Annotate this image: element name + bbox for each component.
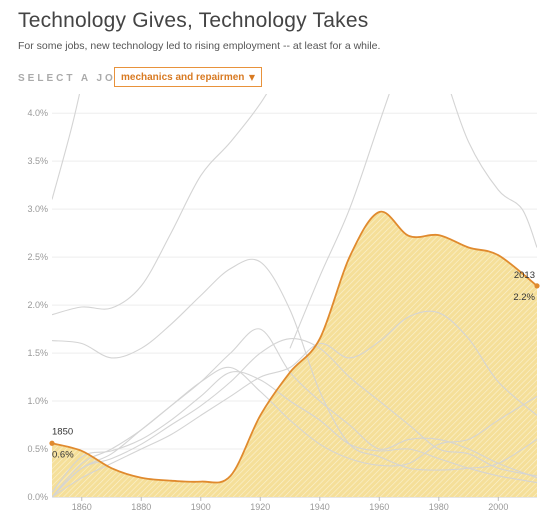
y-tick-label: 1.5% <box>27 348 48 358</box>
page-title: Technology Gives, Technology Takes <box>18 9 369 32</box>
y-tick-label: 2.5% <box>27 252 48 262</box>
highlight-area <box>52 211 537 497</box>
x-tick-label: 1880 <box>131 502 151 512</box>
x-tick-label: 1980 <box>429 502 449 512</box>
page-subtitle: For some jobs, new technology led to ris… <box>18 40 381 52</box>
y-tick-label: 0.5% <box>27 444 48 454</box>
x-tick-label: 1960 <box>369 502 389 512</box>
x-tick-label: 1920 <box>250 502 270 512</box>
background-series-line <box>450 94 537 248</box>
end-labels: 1850 0.6% 2013 2.2% <box>49 270 540 460</box>
job-selector-label: SELECT A JOB: <box>18 73 133 84</box>
chevron-down-icon: ▼ <box>248 73 255 82</box>
x-tick-label: 2000 <box>488 502 508 512</box>
end-year-label: 2013 <box>514 270 535 281</box>
start-point-marker <box>49 440 55 446</box>
x-tick-label: 1860 <box>72 502 92 512</box>
job-select-value: mechanics and repairmen <box>121 72 245 83</box>
y-tick-label: 1.0% <box>27 396 48 406</box>
y-tick-label: 2.0% <box>27 300 48 310</box>
start-year-label: 1850 <box>52 426 73 437</box>
y-tick-label: 0.0% <box>27 492 48 502</box>
end-point-marker <box>534 283 540 289</box>
background-series-line <box>52 94 268 316</box>
background-series-line <box>289 94 390 349</box>
background-series-line <box>52 338 537 498</box>
background-series-line <box>52 310 537 498</box>
background-series-line <box>52 94 81 200</box>
y-tick-label: 4.0% <box>27 108 48 118</box>
background-series-line <box>52 366 537 498</box>
y-tick-label: 3.0% <box>27 204 48 214</box>
highlight-series-line <box>52 210 537 484</box>
background-series-line <box>52 371 537 493</box>
job-select-dropdown[interactable]: mechanics and repairmen ▼ <box>114 67 262 87</box>
end-value-label: 2.2% <box>513 292 535 303</box>
y-axis-ticks: 0.0% 0.5% 1.0% 1.5% 2.0% 2.5% 3.0% 3.5% 4.0% <box>27 108 48 502</box>
background-series-line <box>52 258 537 471</box>
y-tick-label: 3.5% <box>27 156 48 166</box>
start-value-label: 0.6% <box>52 449 74 460</box>
plot-area <box>52 94 537 498</box>
x-tick-label: 1900 <box>191 502 211 512</box>
x-tick-label: 1940 <box>310 502 330 512</box>
x-axis-ticks: 1860 1880 1900 1920 1940 1960 1980 2000 <box>72 497 508 512</box>
